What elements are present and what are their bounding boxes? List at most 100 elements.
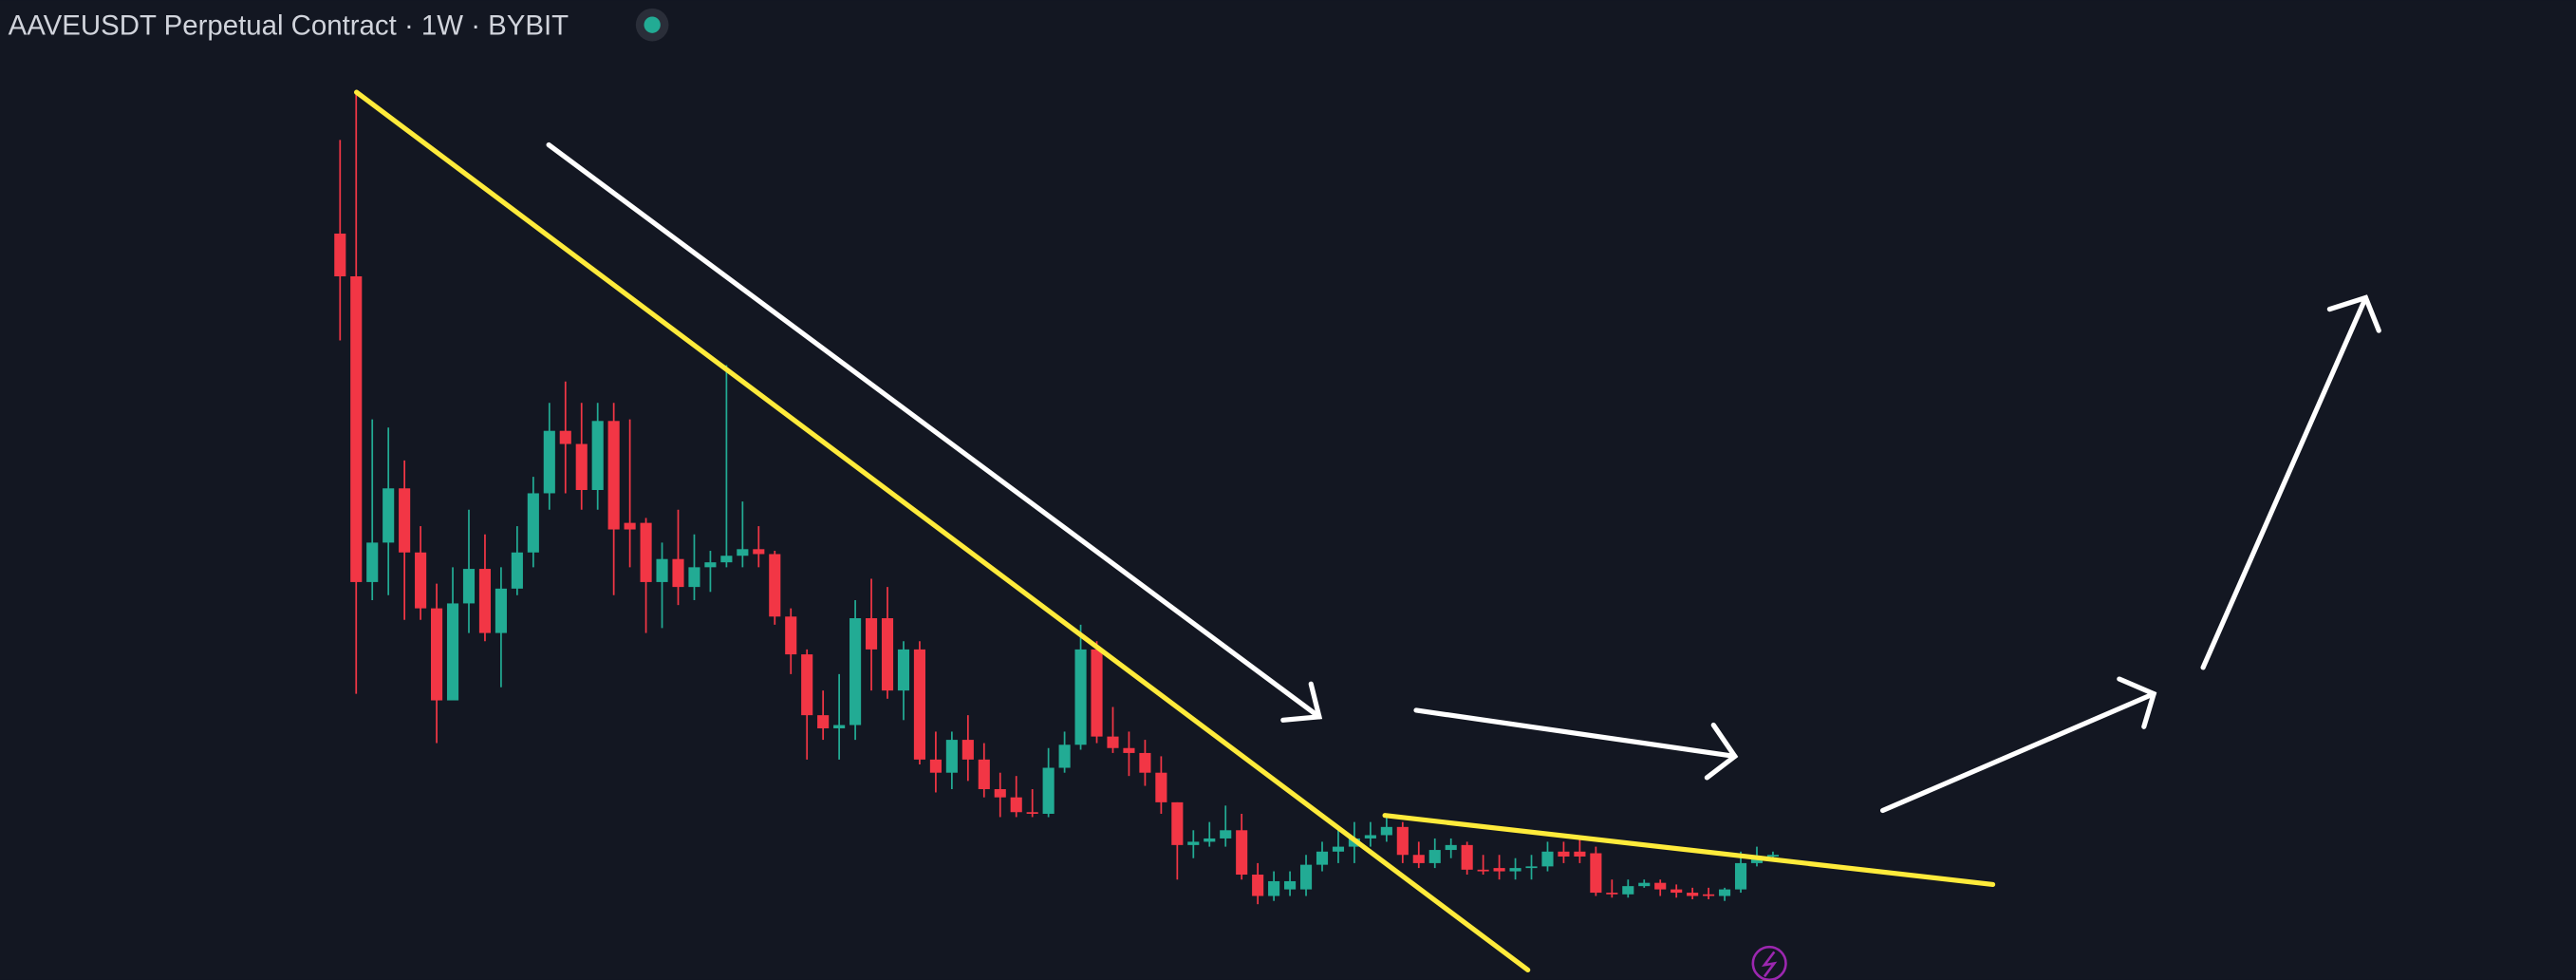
candle-body	[1268, 880, 1280, 896]
candle-body	[1187, 841, 1200, 845]
arrow	[1413, 707, 1739, 781]
candle-body	[1107, 736, 1119, 748]
candle-body	[1719, 889, 1731, 896]
candle-body	[640, 522, 652, 582]
candle-body	[1558, 851, 1570, 857]
candle-body	[978, 759, 990, 790]
candle-body	[1074, 649, 1087, 745]
candle-body	[1284, 880, 1297, 890]
candle-body	[527, 493, 539, 553]
candle-body	[1139, 752, 1151, 773]
candle-body	[1091, 649, 1103, 737]
arrow	[546, 141, 1323, 723]
candle-body	[1654, 882, 1667, 890]
candle-body	[383, 488, 395, 543]
candle-body	[1638, 882, 1651, 887]
candle-body	[1622, 886, 1634, 895]
candle-body	[575, 443, 588, 490]
candle-body	[1010, 797, 1022, 813]
candle-body	[1703, 894, 1715, 896]
candle-body	[1461, 844, 1473, 870]
candle-body	[913, 649, 925, 760]
candle-body	[1766, 855, 1780, 857]
candle-body	[817, 715, 830, 728]
candle-body	[478, 569, 492, 633]
candle-body	[1445, 844, 1457, 851]
candle-body	[1412, 855, 1425, 863]
candle-body	[350, 275, 363, 582]
candle-body	[511, 552, 523, 589]
candle-body	[737, 549, 749, 556]
trend-line	[354, 89, 1531, 973]
status-dot	[644, 16, 661, 33]
candle-body	[1428, 850, 1441, 863]
candle-body	[1316, 851, 1329, 865]
candle-body	[1687, 893, 1699, 896]
candle-body	[624, 522, 636, 530]
candle-body	[1734, 862, 1747, 890]
candle-body	[945, 740, 958, 773]
candle-body	[672, 558, 684, 588]
candle-body	[415, 552, 427, 609]
candle-body	[1541, 851, 1554, 867]
candle-body	[801, 654, 813, 716]
candle-body	[1477, 869, 1489, 872]
candle-body	[785, 616, 797, 655]
candle-body	[607, 421, 620, 530]
candle-body	[929, 759, 942, 773]
candle-body	[399, 488, 411, 553]
candle-body	[1525, 866, 1538, 869]
candle-body	[1220, 830, 1232, 839]
candle-body	[1155, 772, 1167, 802]
candle-body	[1236, 830, 1248, 876]
candle-body	[688, 567, 700, 588]
candle-body	[559, 430, 571, 444]
drawings	[354, 89, 2381, 973]
candle-body	[1058, 744, 1071, 768]
candle-body	[1332, 846, 1345, 852]
candle-body	[543, 430, 555, 494]
candle-body	[1299, 864, 1313, 890]
candle-body	[1252, 875, 1264, 896]
candle-body	[495, 588, 507, 633]
candle-body	[865, 618, 878, 650]
candle-body	[1590, 853, 1602, 894]
candle-body	[769, 554, 781, 617]
candle-body	[1493, 868, 1505, 872]
candle-body	[753, 549, 765, 555]
trend-line	[1382, 813, 1996, 888]
candle-body	[1171, 801, 1184, 845]
candle-body	[1509, 868, 1521, 872]
candle-body	[431, 608, 443, 701]
candle-body	[1396, 826, 1409, 856]
candle-body	[849, 618, 862, 726]
candle-body	[366, 542, 379, 582]
candle-body	[591, 421, 604, 490]
candle-body	[656, 558, 668, 582]
candle-body	[1204, 838, 1216, 842]
candle-body	[1574, 851, 1586, 857]
candle-body	[1042, 767, 1055, 814]
chart-title: AAVEUSDT Perpetual Contract · 1W · BYBIT	[9, 10, 569, 42]
candle-body	[881, 618, 894, 691]
candle-body	[720, 556, 733, 563]
candle-body	[897, 649, 910, 691]
candle-body	[1123, 747, 1135, 753]
candle-body	[1380, 826, 1392, 836]
arrow	[1879, 676, 2157, 814]
candle-body	[833, 725, 846, 728]
candle-body	[1364, 835, 1376, 839]
candle-body	[961, 740, 974, 760]
arrow	[2200, 294, 2381, 670]
candle-body	[1026, 812, 1038, 814]
candle-body	[462, 569, 476, 604]
candle-body	[334, 233, 346, 276]
candle-body	[1606, 893, 1618, 895]
candle-body	[994, 789, 1006, 798]
candles	[334, 93, 1780, 905]
candle-body	[1671, 889, 1683, 894]
candle-body	[446, 603, 459, 701]
